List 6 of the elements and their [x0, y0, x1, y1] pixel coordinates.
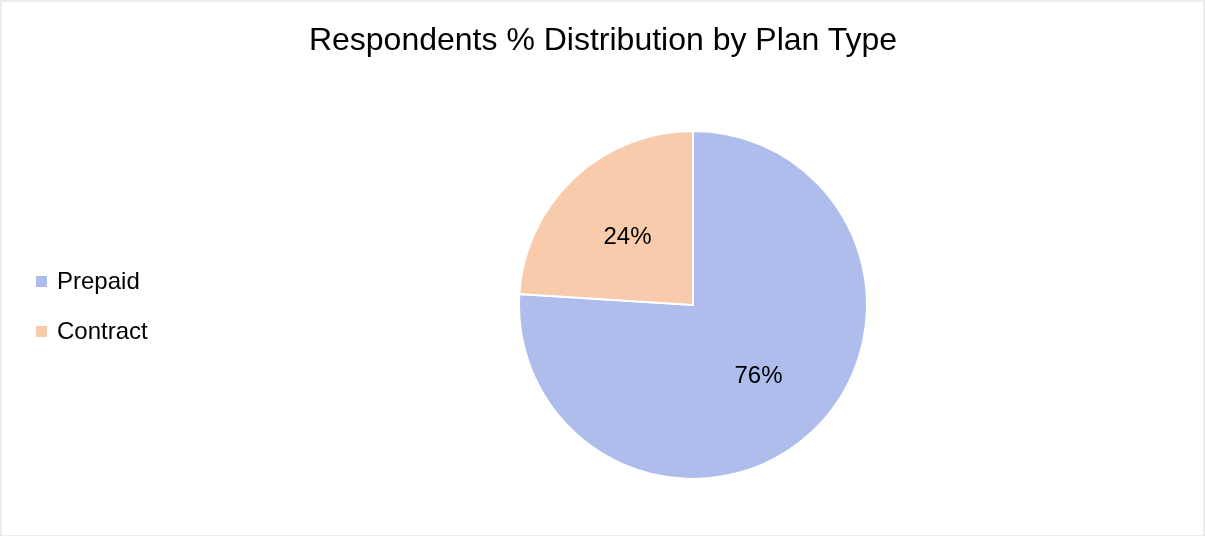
- data-label: 24%: [603, 221, 652, 249]
- data-label: 76%: [734, 361, 783, 389]
- legend-label: Prepaid: [57, 267, 140, 295]
- pie-slice: [518, 130, 868, 480]
- legend-label: Contract: [57, 317, 149, 345]
- chart-title: Respondents % Distribution by Plan Type: [308, 21, 898, 57]
